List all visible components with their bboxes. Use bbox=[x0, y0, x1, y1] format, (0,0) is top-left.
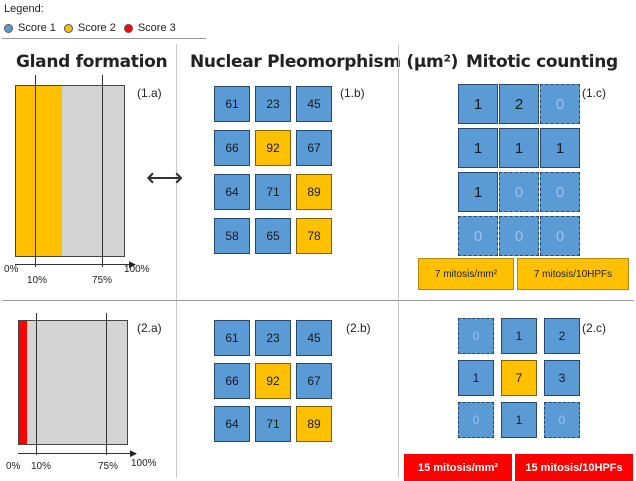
tag-2b: (2.b) bbox=[346, 321, 371, 335]
grid-cell: 0 bbox=[458, 216, 498, 256]
vertical-divider-left bbox=[176, 44, 177, 478]
grid-cell: 89 bbox=[296, 174, 332, 210]
gland-formation-title: Gland formation bbox=[16, 52, 168, 72]
grid-cell: 23 bbox=[255, 320, 291, 356]
grid-cell: 3 bbox=[544, 360, 580, 396]
legend-divider bbox=[2, 38, 206, 39]
grid-cell: 61 bbox=[214, 86, 250, 122]
gland-75pct-line-2 bbox=[106, 313, 107, 455]
grid-cell: 45 bbox=[296, 86, 332, 122]
gland-fill-1 bbox=[16, 86, 63, 256]
axis-10-label: 10% bbox=[27, 275, 48, 286]
mitotic-counting-title: Mitotic counting bbox=[466, 52, 618, 72]
double-arrow-icon: ⟷ bbox=[146, 162, 184, 192]
gland-axis-1 bbox=[15, 264, 133, 265]
grid-cell: 0 bbox=[499, 216, 539, 256]
grid-cell: 45 bbox=[296, 320, 332, 356]
gland-fill-2 bbox=[19, 321, 27, 444]
grid-cell: 1 bbox=[501, 402, 537, 438]
legend-item-score3: Score 3 bbox=[123, 22, 176, 34]
vertical-divider-right bbox=[398, 44, 399, 478]
mitosis-per-mm2-badge-1: 7 mitosis/mm² bbox=[418, 258, 514, 290]
grid-cell: 66 bbox=[214, 363, 250, 399]
mitosis-per-mm2-badge-2: 15 mitosis/mm² bbox=[404, 454, 512, 481]
nuclear-grid-2: 61 23 45 66 92 67 64 71 89 bbox=[214, 320, 344, 450]
axis-start-label: 0% bbox=[6, 461, 21, 472]
grid-cell: 92 bbox=[255, 130, 291, 166]
legend: Score 1 Score 2 Score 3 bbox=[4, 22, 184, 34]
axis-75-label: 75% bbox=[92, 275, 113, 286]
axis-arrow-icon: ▶ bbox=[129, 259, 136, 269]
grid-cell: 1 bbox=[458, 360, 494, 396]
gland-10pct-line-1 bbox=[35, 75, 36, 267]
score1-dot-icon bbox=[4, 23, 13, 33]
gland-75pct-line-1 bbox=[102, 75, 103, 267]
mitosis-per-10hpf-badge-2: 15 mitosis/10HPFs bbox=[515, 454, 633, 481]
tag-2c: (2.c) bbox=[582, 321, 606, 335]
grid-cell: 58 bbox=[214, 218, 250, 254]
grid-cell: 0 bbox=[458, 318, 494, 354]
legend-item-score1: Score 1 bbox=[4, 22, 56, 34]
gland-10pct-line-2 bbox=[36, 313, 37, 455]
axis-end-label: 100% bbox=[124, 264, 150, 275]
axis-end-label: 100% bbox=[131, 458, 157, 469]
axis-75-label: 75% bbox=[98, 461, 119, 472]
gland-bar-2 bbox=[18, 320, 128, 445]
grid-cell: 0 bbox=[540, 172, 580, 212]
grid-cell: 0 bbox=[458, 402, 494, 438]
grid-cell: 7 bbox=[501, 360, 537, 396]
grid-cell: 78 bbox=[296, 218, 332, 254]
legend-label: Score 2 bbox=[77, 22, 116, 34]
axis-10-label: 10% bbox=[31, 461, 52, 472]
grid-cell: 89 bbox=[296, 406, 332, 442]
mitosis-per-10hpf-badge-1: 7 mitosis/10HPFs bbox=[517, 258, 629, 290]
grid-cell: 67 bbox=[296, 363, 332, 399]
grid-cell: 1 bbox=[540, 128, 580, 168]
grid-cell: 65 bbox=[255, 218, 291, 254]
gland-bar-1 bbox=[15, 85, 125, 257]
grid-cell: 64 bbox=[214, 174, 250, 210]
grid-cell: 71 bbox=[255, 406, 291, 442]
legend-label: Score 1 bbox=[18, 22, 56, 34]
axis-arrow-icon: ▶ bbox=[130, 448, 137, 458]
grid-cell: 0 bbox=[540, 216, 580, 256]
grid-cell: 2 bbox=[499, 84, 539, 124]
nuclear-pleomorphism-title: Nuclear Pleomorphism (µm²) bbox=[190, 52, 459, 72]
legend-label: Score 3 bbox=[137, 22, 176, 34]
grid-cell: 2 bbox=[544, 318, 580, 354]
gland-axis-2 bbox=[18, 453, 134, 454]
legend-item-score2: Score 2 bbox=[63, 22, 116, 34]
horizontal-divider bbox=[2, 300, 634, 301]
grid-cell: 1 bbox=[501, 318, 537, 354]
grid-cell: 67 bbox=[296, 130, 332, 166]
grid-cell: 0 bbox=[499, 172, 539, 212]
score2-dot-icon bbox=[63, 23, 73, 33]
grid-cell: 23 bbox=[255, 86, 291, 122]
axis-start-label: 0% bbox=[4, 264, 19, 275]
grid-cell: 0 bbox=[544, 402, 580, 438]
score3-dot-icon bbox=[123, 23, 133, 33]
grid-cell: 1 bbox=[458, 84, 498, 124]
grid-cell: 64 bbox=[214, 406, 250, 442]
grid-cell: 71 bbox=[255, 174, 291, 210]
legend-title: Legend: bbox=[4, 3, 44, 15]
tag-1b: (1.b) bbox=[340, 86, 365, 100]
tag-1a: (1.a) bbox=[137, 86, 162, 100]
tag-2a: (2.a) bbox=[137, 321, 162, 335]
grid-cell: 66 bbox=[214, 130, 250, 166]
tag-1c: (1.c) bbox=[582, 86, 606, 100]
nuclear-grid-1: 61 23 45 66 92 67 64 71 89 58 65 78 bbox=[214, 86, 344, 256]
grid-cell: 1 bbox=[458, 128, 498, 168]
grid-cell: 1 bbox=[458, 172, 498, 212]
grid-cell: 1 bbox=[499, 128, 539, 168]
grid-cell: 0 bbox=[540, 84, 580, 124]
grid-cell: 61 bbox=[214, 320, 250, 356]
grid-cell: 92 bbox=[255, 363, 291, 399]
